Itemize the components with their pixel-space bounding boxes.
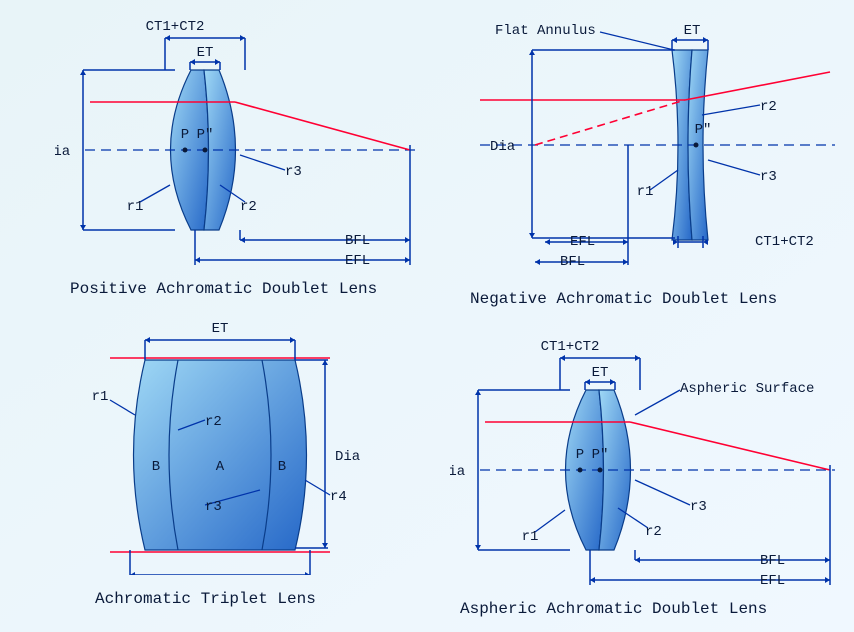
label: ET	[592, 365, 609, 381]
label: P	[181, 127, 189, 143]
label: B	[152, 459, 160, 475]
label: CT1+CT2	[146, 20, 205, 35]
label: Dia	[450, 464, 465, 480]
label: r1	[637, 184, 654, 200]
diagram-aspheric: CT1+CT2 ET Aspheric Surface Dia P P" r1 r2 r3 BFL…	[450, 340, 840, 590]
label: CT	[212, 574, 229, 575]
label: CT1+CT2	[541, 340, 600, 355]
label: EFL	[345, 253, 370, 269]
label: ET	[212, 321, 229, 337]
caption-triplet: Achromatic Triplet Lens	[95, 590, 316, 608]
label: r2	[645, 524, 662, 540]
label: P"	[197, 127, 214, 143]
label: Flat Annulus	[495, 23, 596, 39]
diagram-triplet: ET r1 r2 r3 r4 B A B Dia CT	[70, 320, 370, 575]
label: r3	[760, 169, 777, 185]
label: r1	[127, 199, 144, 215]
label: P"	[695, 122, 712, 138]
caption-negative: Negative Achromatic Doublet Lens	[470, 290, 777, 308]
label: ET	[684, 23, 701, 39]
panel-triplet: ET r1 r2 r3 r4 B A B Dia CT	[70, 320, 370, 575]
label: r4	[330, 489, 347, 505]
label: EFL	[760, 573, 785, 589]
label: BFL	[760, 553, 785, 569]
label: Dia	[55, 144, 70, 160]
diagram-negative: Flat Annulus ET Dia P" r1 r2 r3 CT1+CT2 EFL BFL	[460, 20, 840, 280]
label: r3	[205, 499, 222, 515]
label: P	[576, 447, 584, 463]
label: r3	[690, 499, 707, 515]
label: r2	[205, 414, 222, 430]
panel-positive: CT1+CT2 ET Dia P P" r1 r2 r3 BFL EFL	[55, 20, 415, 270]
panel-negative: Flat Annulus ET Dia P" r1 r2 r3 CT1+CT2 EFL BFL	[460, 20, 840, 280]
caption-positive: Positive Achromatic Doublet Lens	[70, 280, 377, 298]
label: r3	[285, 164, 302, 180]
label: ET	[197, 45, 214, 61]
label: EFL	[570, 234, 595, 250]
label: BFL	[560, 254, 585, 270]
label: CT1+CT2	[755, 234, 814, 250]
label: r1	[92, 389, 109, 405]
label: Aspheric Surface	[680, 381, 814, 397]
diagram-positive: CT1+CT2 ET Dia P P" r1 r2 r3 BFL EFL	[55, 20, 415, 270]
label: r1	[522, 529, 539, 545]
caption-aspheric: Aspheric Achromatic Doublet Lens	[460, 600, 767, 618]
label: r2	[240, 199, 257, 215]
label: BFL	[345, 233, 370, 249]
panel-aspheric: CT1+CT2 ET Aspheric Surface Dia P P" r1 r2 r3 BFL…	[450, 340, 840, 590]
label: Dia	[335, 449, 360, 465]
label: r2	[760, 99, 777, 115]
label: Dia	[490, 139, 515, 155]
label: A	[216, 459, 225, 475]
label: B	[278, 459, 286, 475]
label: P"	[592, 447, 609, 463]
